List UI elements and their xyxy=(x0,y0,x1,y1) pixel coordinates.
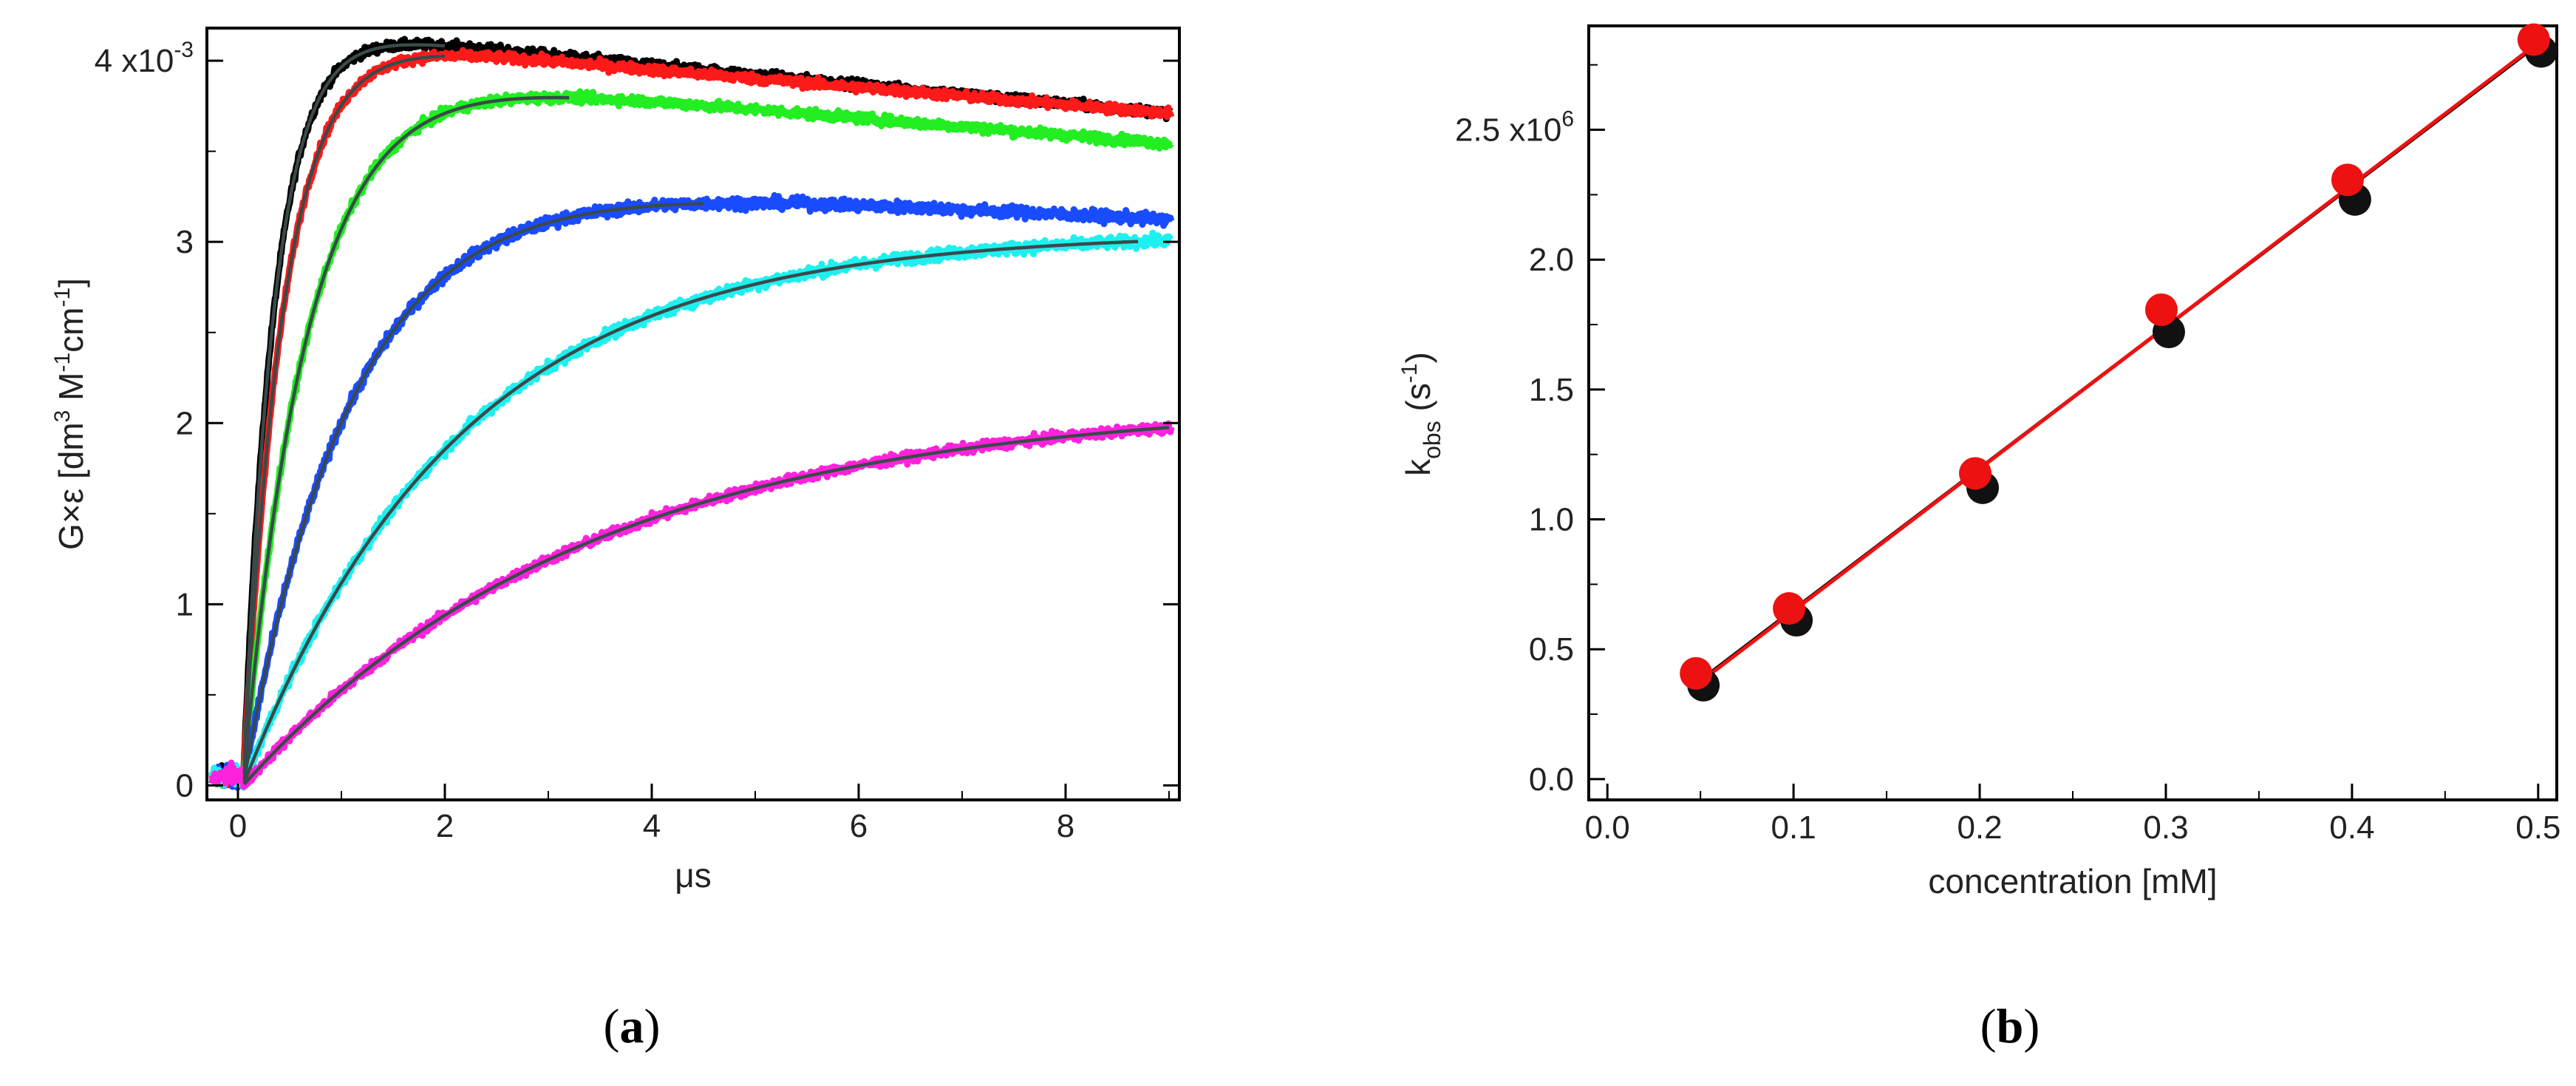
panel-a-fit-blue xyxy=(242,202,704,780)
panel-b-x-tick-label: 0.4 xyxy=(2329,810,2374,846)
panel-a-x-axis-title: μs xyxy=(675,856,712,895)
panel-b-x-axis-title: concentration [mM] xyxy=(1928,862,2217,900)
panel-b-y-tick-label: 1.5 xyxy=(1529,372,1574,408)
panel-b-y-tick-label: 0.5 xyxy=(1529,631,1574,668)
panel-b-points xyxy=(1680,23,2558,702)
panel-a-fit-magenta xyxy=(242,426,1170,786)
panel-b-y-tick-label: 0.0 xyxy=(1529,761,1574,798)
panel-b-fit-lines xyxy=(1699,41,2540,684)
panel-a-ylabel-main: G×ε [dm xyxy=(52,422,90,550)
panel-b-label-close: ) xyxy=(2023,1000,2040,1053)
panel-b-y-top-tick-label: 2.5 x106 xyxy=(1455,107,1574,149)
panel-b-ylabel-units: (s xyxy=(1399,383,1437,421)
panel-a-y-top-tick-label: 4 x10-3 xyxy=(95,38,194,79)
panel-b-chart: 0.0 0.1 0.2 0.3 0.4 0.5 0.0 0.5 1.0 1.5 2.0 2.5 x10… xyxy=(1397,23,2560,1053)
panel-b-point-red xyxy=(1773,592,1806,625)
panel-a-x-tick-label: 4 xyxy=(643,808,661,844)
panel-a-label-close: ) xyxy=(644,1000,661,1053)
panel-a-ylabel-sup1: 3 xyxy=(50,410,75,423)
panel-b-label-open: ( xyxy=(1980,1000,1997,1053)
panel-a-fit-red xyxy=(242,54,445,767)
panel-b-point-red xyxy=(2144,293,2178,326)
panel-b-x-tick-label: 0.3 xyxy=(2143,810,2188,846)
panel-a-x-tick-label: 8 xyxy=(1057,808,1074,844)
panel-a-series-group xyxy=(208,35,1175,791)
panel-b-point-red xyxy=(1959,457,1992,490)
panel-a-fit-black xyxy=(242,43,445,761)
panel-b-x-tick-label: 0.5 xyxy=(2515,810,2560,846)
panel-b-x-tick-label: 0.2 xyxy=(1957,810,2002,846)
panel-a-y-tick-label: 0 xyxy=(176,767,194,804)
panel-b-ticks: 0.0 0.1 0.2 0.3 0.4 0.5 0.0 0.5 1.0 1.5 2.0 2.5 x10… xyxy=(1455,64,2560,846)
panel-a-ylabel-sup3: -1 xyxy=(50,288,75,308)
panel-b-point-red xyxy=(2517,23,2550,56)
panel-a-ylabel-mid: M xyxy=(52,373,90,410)
panel-a-series-magenta xyxy=(208,420,1175,790)
panel-a-y-tick-label: 1 xyxy=(176,586,194,622)
panel-b-y-tick-label: 1.0 xyxy=(1529,502,1574,538)
panel-b-label: (b) xyxy=(1980,1000,2040,1053)
panel-a-label-open: ( xyxy=(604,1000,620,1053)
panel-a-x-tick-label: 0 xyxy=(229,808,247,844)
panel-b-y-axis-title: kobs (s-1) xyxy=(1397,352,1445,476)
panel-b-red-fit xyxy=(1699,41,2540,684)
panel-b-ylabel-sup: -1 xyxy=(1397,363,1422,383)
panel-b-x-tick-label: 0.1 xyxy=(1771,810,1816,846)
panel-a-y-axis-title: G×ε [dm3 M-1cm-1] xyxy=(50,278,90,550)
panel-a-frame xyxy=(205,27,1181,801)
panel-a-y-tick-label: 2 xyxy=(176,405,194,441)
panel-a-fit-green xyxy=(242,95,569,775)
panel-b-y-tick-label: 2.0 xyxy=(1529,242,1574,278)
panel-a-y-tick-label: 3 xyxy=(176,224,194,260)
panel-a-ylabel-cm: cm xyxy=(52,308,90,353)
panel-b-ylabel-main: k xyxy=(1399,458,1437,476)
panel-a-series-green xyxy=(208,88,1174,789)
panel-a-ylabel-end: ] xyxy=(52,278,90,288)
panel-b-ylabel-close: ) xyxy=(1399,352,1437,363)
panel-a-ticks: 0 2 4 6 8 0 1 2 3 4 x10-3 xyxy=(95,38,1179,844)
panel-b-point-red xyxy=(2331,163,2364,197)
panel-b-label-letter: b xyxy=(1997,1000,2024,1053)
panel-a-label: (a) xyxy=(604,1000,661,1053)
panel-b-ylabel-sub: obs xyxy=(1419,421,1445,459)
panel-a-fit-cyan xyxy=(242,240,1139,784)
panel-b-point-red xyxy=(1680,656,1713,690)
panel-a-ylabel-sup2: -1 xyxy=(50,353,75,373)
panel-a-x-tick-label: 6 xyxy=(850,808,868,844)
panel-a-x-tick-label: 2 xyxy=(436,808,454,844)
panel-a-label-letter: a xyxy=(620,1000,644,1053)
panel-b-x-tick-label: 0.0 xyxy=(1585,810,1630,846)
